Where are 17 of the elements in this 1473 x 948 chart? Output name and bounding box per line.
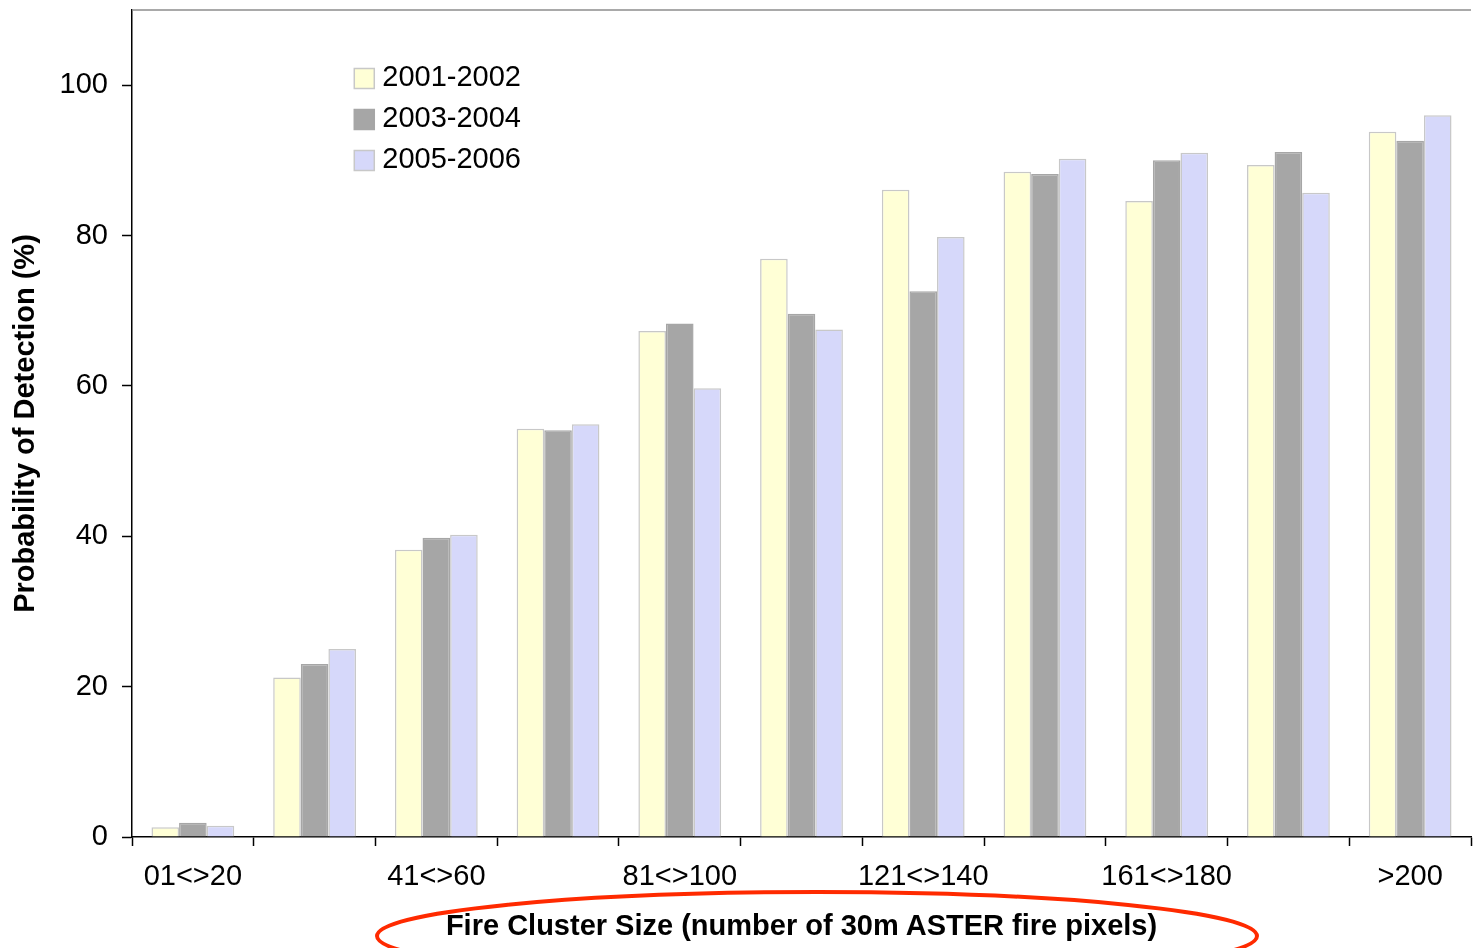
y-tick-label: 40 — [75, 518, 108, 551]
x-tick-label: 41<>60 — [387, 859, 486, 892]
legend-label: 2005-2006 — [382, 141, 521, 174]
y-tick-label: 0 — [91, 819, 108, 851]
x-tick-label: >200 — [1377, 859, 1443, 892]
x-axis-title: Fire Cluster Size (number of 30m ASTER fire pixels) — [445, 908, 1158, 941]
y-tick-label: 60 — [75, 367, 108, 400]
x-tick-label: 81<>100 — [622, 859, 738, 892]
x-tick-label: 01<>20 — [143, 859, 243, 892]
y-tick-label: 80 — [75, 217, 108, 250]
x-tick-label: 121<>140 — [857, 859, 989, 892]
y-tick-label: 20 — [75, 668, 108, 701]
legend-label: 2003-2004 — [382, 100, 521, 133]
legend-label: 2001-2002 — [382, 59, 521, 92]
y-tick-label: 100 — [59, 67, 108, 100]
y-axis-title: Probability of Detection (%) — [8, 234, 41, 613]
x-tick-label: 161<>180 — [1101, 859, 1233, 892]
